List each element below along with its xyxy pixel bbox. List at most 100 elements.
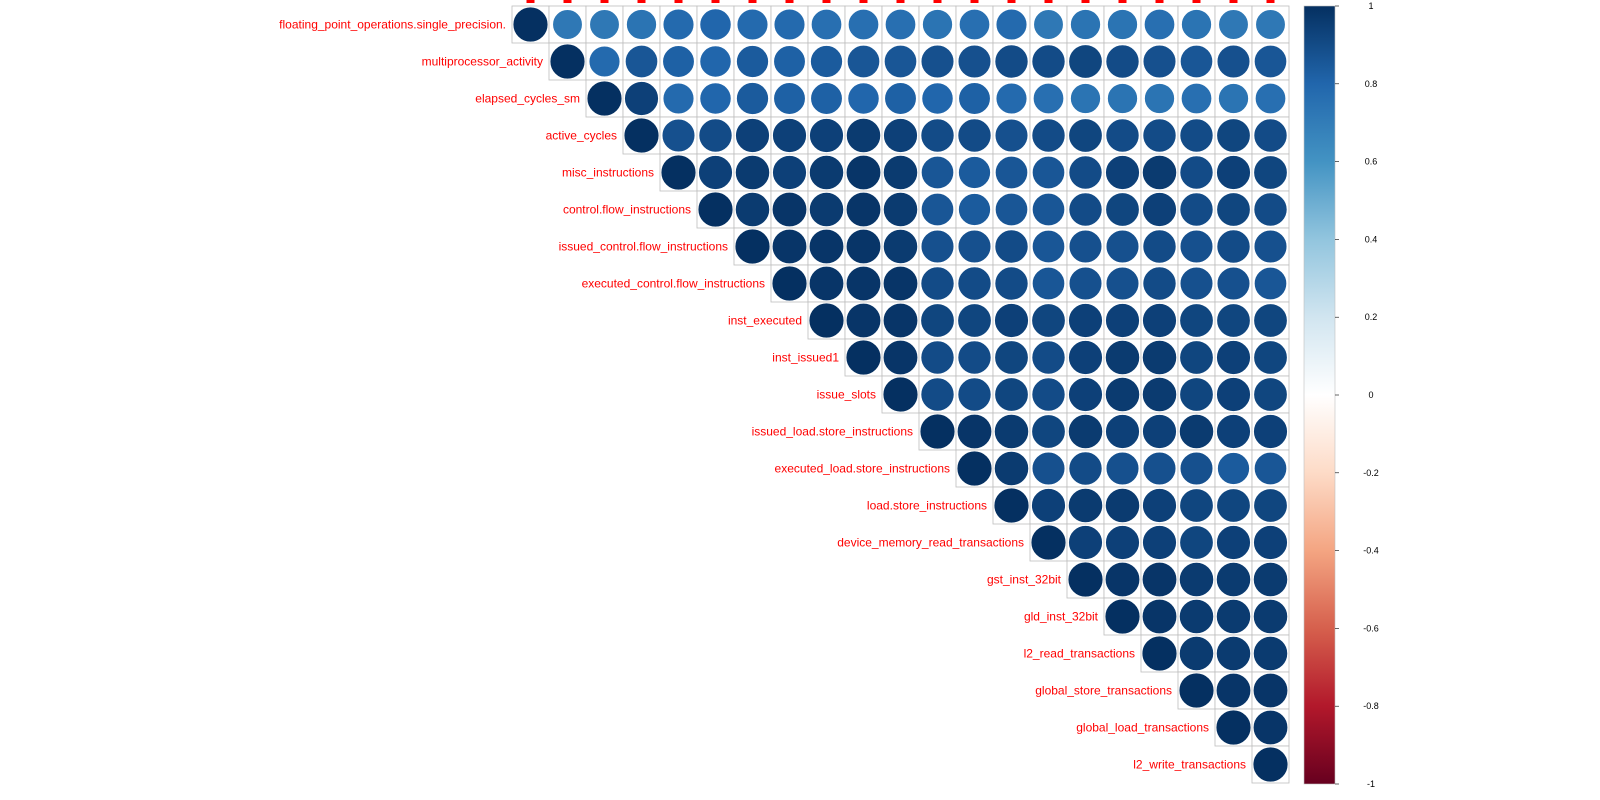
corr-circle-6-15 [1068,229,1103,264]
corr-circle-5-6 [734,191,771,228]
corr-circle-5-13 [994,192,1029,227]
corr-circle-12-14 [1031,451,1066,486]
corr-circle-10-17 [1141,376,1178,413]
corr-circle-0-1 [552,9,583,40]
corr-circle-1-5 [699,45,732,78]
row-label-4: misc_instructions [562,166,654,180]
corr-circle-11-16 [1105,414,1140,449]
column-label-13 [1007,0,1016,3]
corr-circle-15-20 [1252,561,1289,598]
corr-circle-5-5 [697,191,734,228]
row-label-layer: floating_point_operations.single_precisi… [279,0,1275,772]
corr-circle-6-18 [1179,229,1214,264]
corr-circle-1-10 [883,44,918,79]
corr-circle-15-17 [1141,561,1178,598]
corr-circle-3-18 [1179,118,1214,153]
corr-circle-2-19 [1218,83,1249,114]
corr-circle-4-17 [1141,154,1178,191]
row-label-8: inst_executed [728,314,802,328]
corr-circle-9-18 [1179,340,1214,375]
corr-circle-1-8 [810,45,843,78]
corr-circle-0-4 [662,8,695,41]
corr-circle-1-14 [1031,44,1066,79]
corr-circle-1-12 [957,44,992,79]
corr-circle-1-20 [1253,44,1288,79]
corr-circle-3-13 [994,118,1029,153]
corr-circle-5-9 [845,191,882,228]
column-label-5 [711,0,720,3]
corr-circle-5-15 [1068,192,1103,227]
corr-circle-3-6 [735,118,770,153]
column-label-7 [785,0,794,3]
corr-circle-0-7 [773,8,806,41]
corr-circle-1-13 [994,44,1029,79]
corr-circle-8-20 [1253,303,1288,338]
column-label-10 [896,0,905,3]
corr-circle-4-18 [1179,155,1214,190]
corr-circle-0-9 [847,8,880,41]
corr-circle-8-18 [1179,303,1214,338]
corr-circle-1-16 [1105,44,1140,79]
corr-circle-2-2 [586,80,623,117]
corr-circle-5-12 [958,193,991,226]
corr-circle-11-14 [1031,414,1066,449]
corr-circle-6-17 [1142,229,1177,264]
corr-circle-3-14 [1031,118,1066,153]
corr-circle-2-11 [921,82,954,115]
corr-circle-1-3 [624,44,659,79]
corr-circle-14-20 [1253,525,1288,560]
corr-circle-10-19 [1216,377,1251,412]
corr-circle-8-12 [957,303,992,338]
row-label-7: executed_control.flow_instructions [582,277,765,291]
corr-circle-7-18 [1179,266,1214,301]
corr-circle-14-18 [1179,525,1214,560]
corr-circle-1-19 [1216,44,1251,79]
corr-circle-2-18 [1180,82,1213,115]
corr-circle-7-13 [994,266,1029,301]
corr-circle-4-12 [958,156,991,189]
corr-circle-10-13 [994,377,1029,412]
legend-tick-label-4: 0.2 [1365,312,1378,322]
corr-circle-0-18 [1181,9,1212,40]
corr-circle-8-16 [1105,303,1140,338]
corr-circle-13-20 [1253,488,1288,523]
corr-circle-4-16 [1105,155,1140,190]
corr-circle-11-19 [1216,414,1251,449]
corr-circle-7-17 [1142,266,1177,301]
column-label-20 [1266,0,1275,3]
corr-circle-8-11 [920,303,955,338]
corr-circle-1-4 [662,45,695,78]
corr-circle-20-20 [1252,746,1289,783]
corr-circle-18-19 [1215,672,1252,709]
corr-circle-7-12 [957,266,992,301]
column-label-4 [674,0,683,3]
row-label-16: gld_inst_32bit [1024,610,1099,624]
column-label-6 [748,0,757,3]
legend-tick-label-2: 0.6 [1365,157,1378,167]
corr-circle-4-15 [1068,155,1103,190]
legend-tick-label-5: 0 [1368,390,1373,400]
corr-circle-7-11 [920,266,955,301]
corr-circle-5-17 [1142,192,1177,227]
legend-tick-label-0: 1 [1368,1,1373,11]
corr-circle-2-10 [884,82,917,115]
column-label-12 [970,0,979,3]
corr-circle-0-15 [1070,9,1101,40]
corr-circle-16-19 [1215,598,1252,635]
corr-circle-3-9 [845,117,882,154]
row-label-19: global_load_transactions [1076,721,1209,735]
corr-circle-12-17 [1142,451,1177,486]
corr-circle-13-14 [1031,488,1066,523]
corr-circle-11-17 [1142,414,1177,449]
corr-circle-17-17 [1141,635,1178,672]
corr-circle-1-11 [920,44,955,79]
row-label-20: l2_write_transactions [1133,758,1246,772]
row-label-9: inst_issued1 [772,351,839,365]
corr-circle-3-20 [1253,118,1288,153]
corr-circle-7-7 [771,265,808,302]
corr-circle-8-9 [845,302,882,339]
corr-circle-5-19 [1216,192,1251,227]
color-legend: 1 0.8 0.6 0.4 0.2 0 -0.2 -0.4 -0.6 -0.8 -1 [1303,1,1379,789]
corr-circle-16-18 [1178,598,1215,635]
corr-circle-18-20 [1252,672,1289,709]
